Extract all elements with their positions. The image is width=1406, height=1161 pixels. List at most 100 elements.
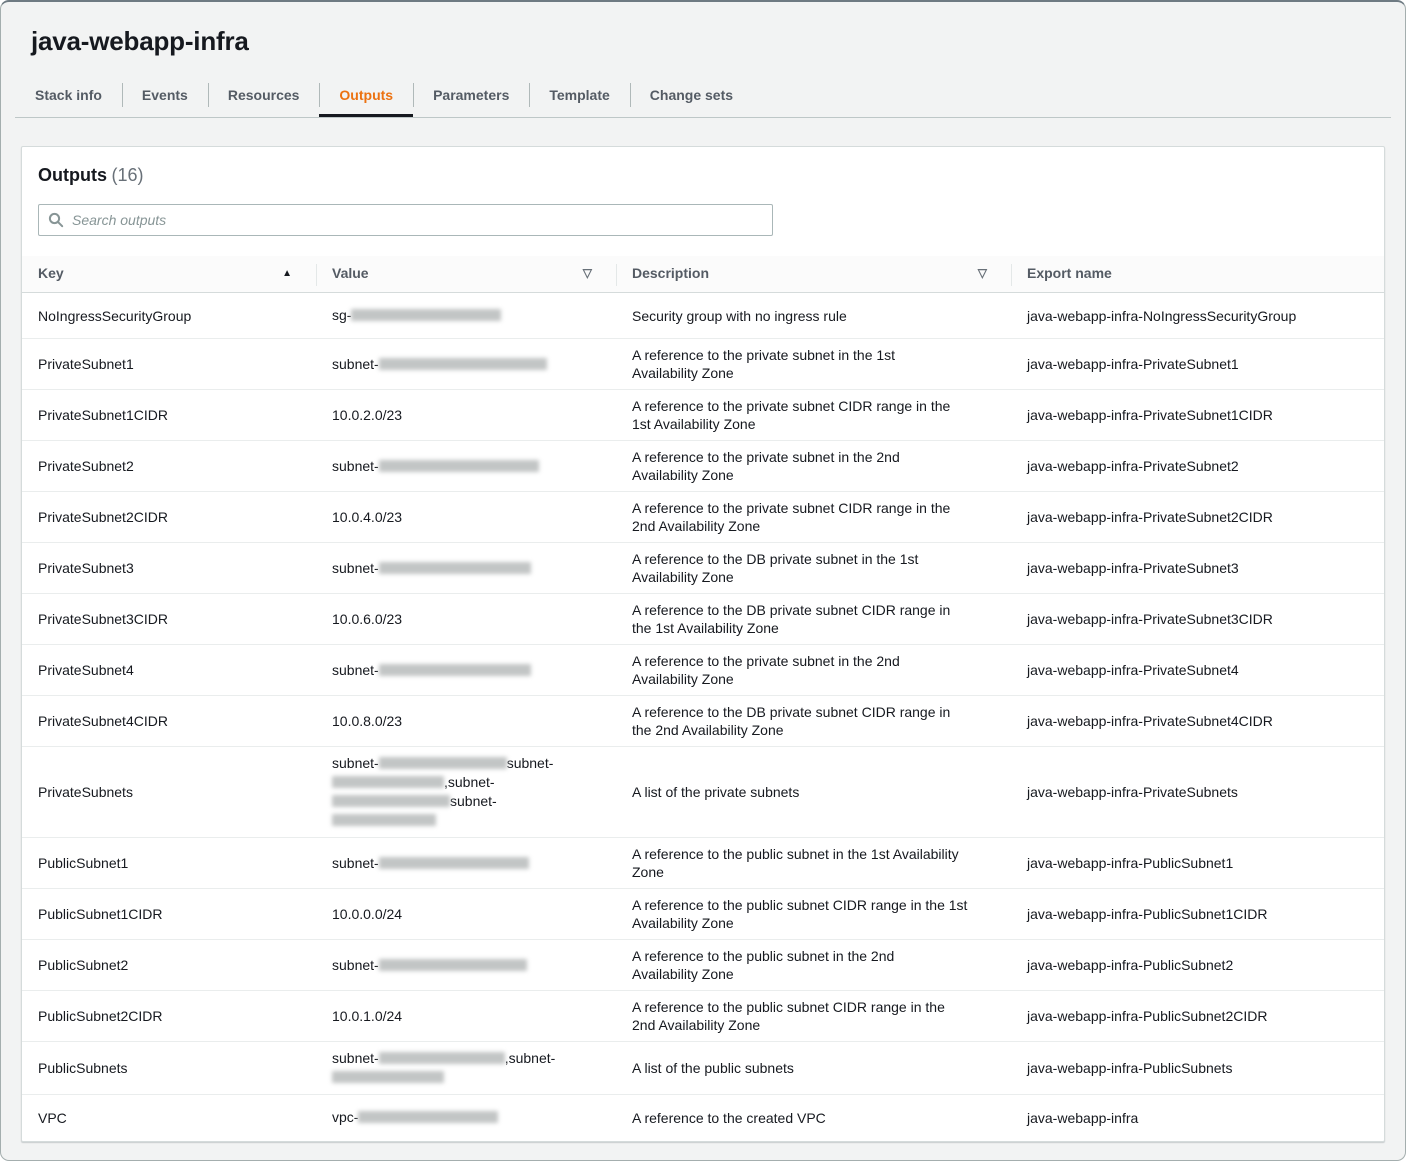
tab-stack-info[interactable]: Stack info	[35, 87, 102, 103]
outputs-title: Outputs	[38, 165, 107, 185]
value-line: 10.0.4.0/23	[332, 508, 600, 527]
tab-template[interactable]: Template	[529, 81, 629, 117]
output-export-name-cell: java-webapp-infra-PublicSubnet1	[1011, 837, 1384, 889]
column-label: Key	[38, 265, 64, 281]
redacted-value-blur	[358, 1111, 499, 1124]
redacted-value-blur	[378, 856, 529, 869]
filter-icon[interactable]: ▽	[977, 266, 987, 280]
output-description-cell: A reference to the public subnet CIDR ra…	[616, 888, 1011, 940]
output-key-cell: PublicSubnets	[22, 1041, 316, 1095]
value-line: 10.0.1.0/24	[332, 1007, 600, 1026]
tab-events[interactable]: Events	[121, 81, 208, 117]
output-export-name-cell: java-webapp-infra-NoIngressSecurityGroup	[1027, 307, 1297, 324]
tab-change-sets[interactable]: Change sets	[629, 81, 753, 117]
outputs-table: Key ▲ Value ▽ Description ▽	[22, 256, 1384, 1141]
output-value-cell: 10.0.1.0/24	[316, 990, 616, 1042]
tab-outputs[interactable]: Outputs	[319, 81, 413, 117]
output-value-cell: subnet- ,subnet-	[316, 1041, 616, 1095]
value-line: vpc-	[332, 1108, 600, 1127]
filter-icon[interactable]: ▽	[582, 266, 592, 280]
output-description-cell: A reference to the DB private subnet CID…	[616, 695, 1011, 747]
output-key-cell: PrivateSubnet1CIDR	[22, 389, 316, 441]
column-label: Description	[632, 265, 710, 281]
value-line: 10.0.6.0/23	[332, 610, 600, 629]
output-value-cell: 10.0.6.0/23	[316, 593, 616, 645]
output-key-cell: PrivateSubnet4	[22, 644, 316, 696]
output-description-cell: A reference to the private subnet in the…	[616, 338, 1011, 390]
output-description-cell: A reference to the public subnet in the …	[616, 837, 1011, 889]
table-row: PublicSubnet2 subnet- A reference to the p…	[22, 939, 1384, 991]
output-value-cell: 10.0.4.0/23	[316, 491, 616, 543]
value-text: 10.0.6.0/23	[332, 610, 403, 627]
output-export-name-cell: java-webapp-infra-PrivateSubnet3	[1011, 542, 1384, 594]
value-text: 10.0.0.0/24	[332, 905, 403, 922]
output-value-cell: subnet-	[316, 338, 616, 390]
output-key-cell: VPC	[22, 1094, 316, 1141]
sort-ascending-icon[interactable]: ▲	[282, 267, 292, 279]
output-description-cell: A reference to the public subnet in the …	[616, 939, 1011, 991]
output-export-name-cell: java-webapp-infra-PrivateSubnet2CIDR	[1011, 491, 1384, 543]
value-line: subnet-	[332, 854, 600, 873]
value-text: subnet-	[506, 755, 554, 771]
output-value-cell: subnet-	[316, 939, 616, 991]
value-line: subnet- ,subnet-	[332, 1049, 600, 1068]
redacted-value-blur	[378, 757, 507, 769]
output-value-cell: subnet-	[316, 644, 616, 696]
output-export-name-cell: java-webapp-infra-PrivateSubnet2	[1011, 440, 1384, 492]
value-text: ,subnet-	[504, 1050, 556, 1066]
value-line: 10.0.8.0/23	[332, 712, 600, 731]
output-key-cell: PrivateSubnet2	[22, 440, 316, 492]
column-header-description[interactable]: Description ▽	[616, 256, 1011, 293]
output-value-cell: 10.0.2.0/23	[316, 389, 616, 441]
table-row: PublicSubnet1 subnet- A reference to the p…	[22, 837, 1384, 889]
output-export-name-cell: java-webapp-infra-PrivateSubnet1	[1011, 338, 1384, 390]
value-text: subnet-	[450, 793, 497, 809]
output-value-cell: 10.0.8.0/23	[316, 695, 616, 747]
tab-parameters[interactable]: Parameters	[413, 81, 529, 117]
table-row: PrivateSubnet2 subnet- A reference to the …	[22, 440, 1384, 492]
output-key-cell: PrivateSubnet2CIDR	[22, 491, 316, 543]
output-value-cell: vpc-	[316, 1094, 616, 1141]
output-export-name-cell: java-webapp-infra-PublicSubnet2	[1011, 939, 1384, 991]
search-outputs-input[interactable]	[70, 211, 763, 229]
table-row: PrivateSubnet3 subnet- A reference to the …	[22, 542, 1384, 594]
output-description-cell: A reference to the created VPC	[616, 1094, 1011, 1141]
column-header-export-name: Export name	[1011, 256, 1384, 293]
column-header-key[interactable]: Key ▲	[22, 256, 316, 293]
output-value-cell: subnet-	[316, 542, 616, 594]
output-value-cell: subnet-	[316, 837, 616, 889]
tab-resources[interactable]: Resources	[207, 81, 320, 117]
column-label: Value	[332, 265, 369, 281]
redacted-value-blur	[351, 309, 502, 321]
value-text: 10.0.1.0/24	[332, 1007, 403, 1024]
table-row: PrivateSubnet4 subnet- A reference to the …	[22, 644, 1384, 696]
output-key-cell: PrivateSubnet1	[22, 338, 316, 390]
output-description-cell: A reference to the private subnet in the…	[616, 644, 1011, 696]
value-line: subnet-	[332, 792, 600, 811]
search-icon	[48, 212, 64, 228]
output-value-cell: sg-	[316, 293, 616, 339]
value-line	[332, 811, 600, 830]
value-line: 10.0.2.0/23	[332, 406, 600, 425]
redacted-value-blur	[332, 795, 450, 807]
output-description-cell: A reference to the DB private subnet in …	[616, 542, 1011, 594]
table-row: PublicSubnets subnet- ,subnet- A list of th…	[22, 1041, 1384, 1095]
redacted-value-blur	[378, 1052, 505, 1064]
redacted-value-blur	[332, 776, 444, 788]
value-text: 10.0.4.0/23	[332, 508, 403, 525]
value-text: subnet-	[332, 1050, 379, 1066]
output-export-name-cell: java-webapp-infra-PrivateSubnets	[1011, 746, 1384, 838]
value-text: subnet-	[332, 854, 379, 871]
column-label: Export name	[1027, 265, 1112, 281]
search-outputs-box[interactable]	[38, 204, 773, 236]
value-text: subnet-	[332, 559, 379, 576]
column-header-value[interactable]: Value ▽	[316, 256, 616, 293]
output-export-name-cell: java-webapp-infra-PrivateSubnet4	[1011, 644, 1384, 696]
table-header-row: Key ▲ Value ▽ Description ▽	[22, 256, 1384, 293]
redacted-value-blur	[378, 958, 527, 971]
value-line: ,subnet-	[332, 773, 600, 792]
table-row: PrivateSubnet4CIDR 10.0.8.0/23 A reference…	[22, 695, 1384, 747]
value-text: sg-	[332, 307, 352, 323]
redacted-value-blur	[332, 814, 436, 826]
